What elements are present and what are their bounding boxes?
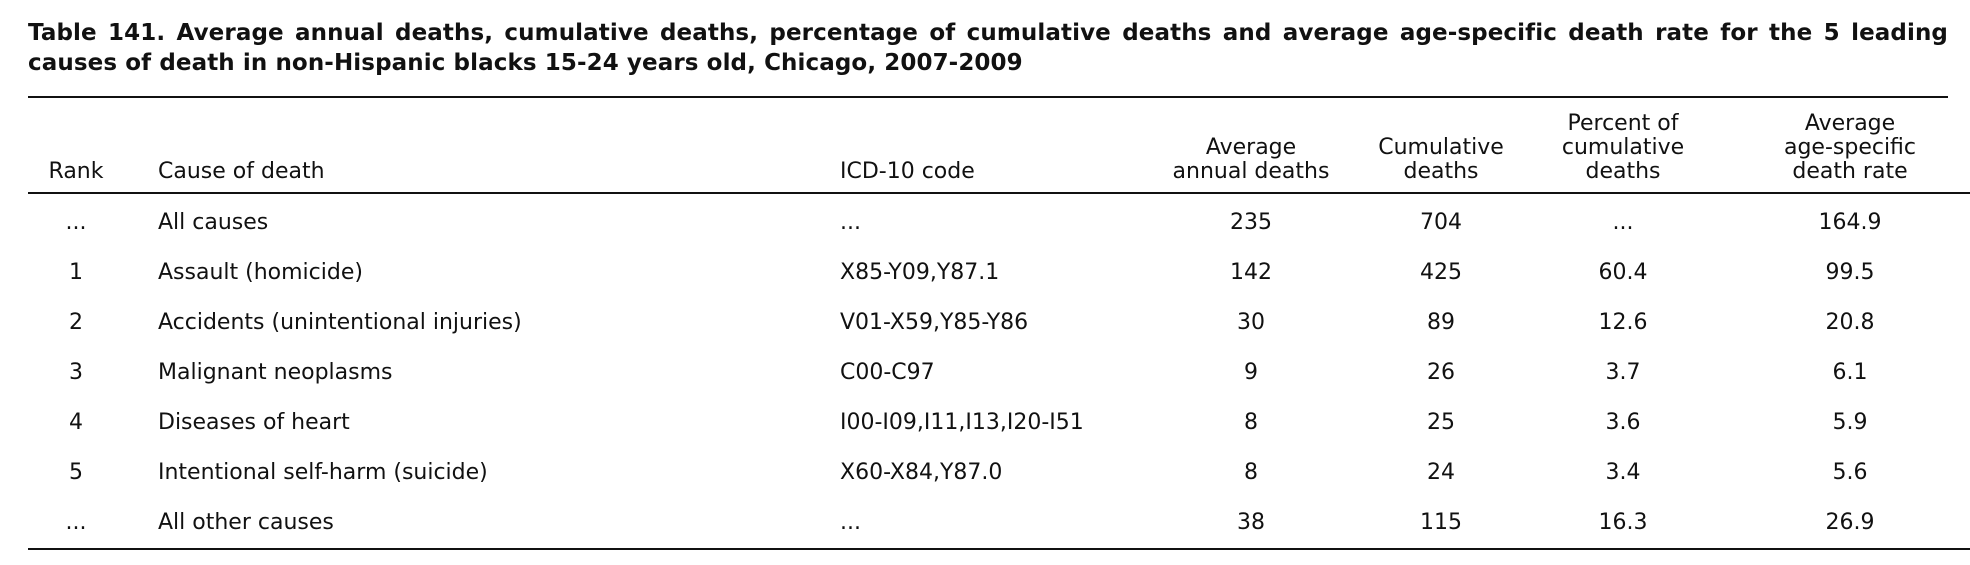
- cell-rate: 99.5: [1825, 260, 1875, 285]
- header-cum-deaths: Cumulative deaths: [1354, 98, 1528, 194]
- cell-rank: 5: [69, 460, 83, 485]
- cell-pct-cum: 60.4: [1598, 260, 1648, 285]
- cell-avg-deaths: 8: [1244, 410, 1258, 435]
- cell-avg-deaths: 30: [1237, 310, 1265, 335]
- cell-cause: Diseases of heart: [158, 410, 350, 435]
- deaths-table: Rank Cause of death ICD-10 code Average …: [28, 98, 1970, 550]
- cell-icd: C00-C97: [840, 360, 935, 385]
- cell-rate: 6.1: [1832, 360, 1868, 385]
- cell-cause: Malignant neoplasms: [158, 360, 393, 385]
- header-icd: ICD-10 code: [840, 98, 1148, 194]
- cell-icd: I00-I09,I11,I13,I20-I51: [840, 410, 1084, 435]
- top-rule: [28, 96, 1948, 98]
- header-row: Rank Cause of death ICD-10 code Average …: [28, 98, 1970, 194]
- cell-cause: Intentional self-harm (suicide): [158, 460, 488, 485]
- cell-pct-cum: 12.6: [1598, 310, 1648, 335]
- cell-rank: 3: [69, 360, 83, 385]
- table-row: 4 Diseases of heart I00-I09,I11,I13,I20-…: [28, 398, 1970, 448]
- cell-rank: ...: [28, 498, 124, 550]
- table-row: 5 Intentional self-harm (suicide) X60-X8…: [28, 448, 1970, 498]
- cell-icd: ...: [840, 498, 1148, 550]
- header-avg-deaths: Average annual deaths: [1148, 98, 1354, 194]
- cell-rate: 26.9: [1718, 498, 1970, 550]
- cell-rank: 2: [69, 310, 83, 335]
- header-pct-cum: Percent of cumulative deaths: [1528, 98, 1718, 194]
- cell-cum-deaths: 704: [1420, 210, 1462, 235]
- cell-avg-deaths: 38: [1148, 498, 1354, 550]
- cell-pct-cum: 3.4: [1605, 460, 1641, 485]
- cell-icd: V01-X59,Y85-Y86: [840, 310, 1029, 335]
- cell-cause: All other causes: [124, 498, 840, 550]
- cell-rate: 164.9: [1818, 210, 1882, 235]
- cell-rate: 20.8: [1825, 310, 1875, 335]
- cell-rate: 5.6: [1832, 460, 1868, 485]
- cell-rank: 4: [69, 410, 83, 435]
- table-row: 1 Assault (homicide) X85-Y09,Y87.1 142 4…: [28, 248, 1970, 298]
- cell-avg-deaths: 8: [1244, 460, 1258, 485]
- table-page: Table 141. Average annual deaths, cumula…: [28, 18, 1970, 550]
- cell-avg-deaths: 9: [1244, 360, 1258, 385]
- cell-cum-deaths: 115: [1354, 498, 1528, 550]
- cell-cum-deaths: 24: [1427, 460, 1455, 485]
- table-row: 3 Malignant neoplasms C00-C97 9 26 3.7 6…: [28, 348, 1970, 398]
- cell-avg-deaths: 235: [1230, 210, 1272, 235]
- header-rank: Rank: [28, 98, 124, 194]
- cell-rate: 5.9: [1832, 410, 1868, 435]
- cell-rank: 1: [69, 260, 83, 285]
- cell-icd: X60-X84,Y87.0: [840, 460, 1003, 485]
- cell-icd: X85-Y09,Y87.1: [840, 260, 1000, 285]
- cell-cause: All causes: [158, 210, 269, 235]
- table-row: 2 Accidents (unintentional injuries) V01…: [28, 298, 1970, 348]
- cell-cause: Accidents (unintentional injuries): [158, 310, 522, 335]
- table-row: ... All other causes ... 38 115 16.3 26.…: [28, 498, 1970, 550]
- cell-cum-deaths: 89: [1427, 310, 1455, 335]
- cell-pct-cum: 3.7: [1605, 360, 1641, 385]
- cell-pct-cum: 3.6: [1605, 410, 1641, 435]
- header-rate: Average age-specific death rate: [1718, 98, 1970, 194]
- table-title: Table 141. Average annual deaths, cumula…: [28, 20, 1948, 76]
- cell-cum-deaths: 26: [1427, 360, 1455, 385]
- cell-cum-deaths: 25: [1427, 410, 1455, 435]
- cell-icd: ...: [840, 210, 861, 235]
- cell-pct-cum: ...: [1612, 210, 1634, 235]
- cell-cause: Assault (homicide): [158, 260, 363, 285]
- table-row: ... All causes ... 235 704 ... 164.9: [28, 193, 1970, 248]
- cell-pct-cum: 16.3: [1528, 498, 1718, 550]
- header-cause: Cause of death: [124, 98, 840, 194]
- cell-cum-deaths: 425: [1420, 260, 1462, 285]
- cell-avg-deaths: 142: [1230, 260, 1272, 285]
- cell-rank: ...: [65, 210, 87, 235]
